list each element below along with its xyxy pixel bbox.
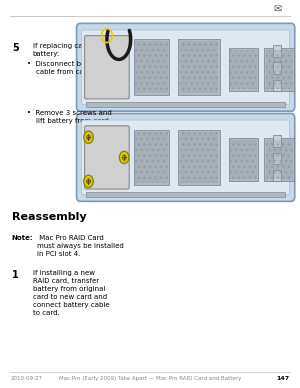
FancyBboxPatch shape xyxy=(134,130,169,185)
FancyBboxPatch shape xyxy=(82,120,290,195)
Circle shape xyxy=(122,155,126,160)
FancyBboxPatch shape xyxy=(180,42,218,93)
Text: •  Remove 3 screws and
    lift battery from card.: • Remove 3 screws and lift battery from … xyxy=(27,111,111,125)
Text: 2010-09-27: 2010-09-27 xyxy=(10,376,42,381)
Text: Mac Pro RAID Card
must always be installed
in PCI slot 4.: Mac Pro RAID Card must always be install… xyxy=(37,235,124,257)
Text: Reassembly: Reassembly xyxy=(12,212,86,222)
Circle shape xyxy=(86,135,91,140)
FancyBboxPatch shape xyxy=(266,140,293,180)
FancyBboxPatch shape xyxy=(178,130,220,185)
FancyBboxPatch shape xyxy=(273,135,281,147)
FancyBboxPatch shape xyxy=(86,192,285,197)
FancyBboxPatch shape xyxy=(229,138,259,182)
Circle shape xyxy=(86,179,91,184)
FancyBboxPatch shape xyxy=(134,40,169,95)
FancyBboxPatch shape xyxy=(178,40,220,95)
FancyBboxPatch shape xyxy=(273,152,281,164)
FancyBboxPatch shape xyxy=(76,114,295,201)
Circle shape xyxy=(84,175,93,187)
FancyBboxPatch shape xyxy=(273,170,281,182)
FancyBboxPatch shape xyxy=(86,102,285,107)
FancyBboxPatch shape xyxy=(85,36,129,99)
FancyBboxPatch shape xyxy=(82,30,290,105)
FancyBboxPatch shape xyxy=(230,50,257,89)
Circle shape xyxy=(119,151,129,164)
Text: 5: 5 xyxy=(12,43,19,53)
FancyBboxPatch shape xyxy=(264,138,294,182)
Text: If installing a new
RAID card, transfer
battery from original
card to new card a: If installing a new RAID card, transfer … xyxy=(33,270,109,315)
FancyBboxPatch shape xyxy=(230,140,257,180)
FancyBboxPatch shape xyxy=(85,126,129,189)
FancyBboxPatch shape xyxy=(273,45,281,57)
FancyBboxPatch shape xyxy=(264,48,294,91)
Text: 1: 1 xyxy=(12,270,19,280)
Text: If replacing card’s
battery:: If replacing card’s battery: xyxy=(33,43,95,57)
Circle shape xyxy=(84,131,93,144)
FancyBboxPatch shape xyxy=(266,50,293,89)
FancyBboxPatch shape xyxy=(76,23,295,111)
Text: •  Disconnect battery
    cable from card.: • Disconnect battery cable from card. xyxy=(27,61,102,74)
FancyBboxPatch shape xyxy=(273,62,281,74)
Text: Mac Pro (Early 2009) Take Apart — Mac Pro RAID Card and Battery: Mac Pro (Early 2009) Take Apart — Mac Pr… xyxy=(59,376,241,381)
FancyBboxPatch shape xyxy=(229,48,259,91)
Text: 147: 147 xyxy=(277,376,290,381)
FancyBboxPatch shape xyxy=(135,42,168,93)
Text: ✉: ✉ xyxy=(274,4,282,14)
FancyBboxPatch shape xyxy=(180,132,218,183)
Text: Note:: Note: xyxy=(12,235,33,241)
FancyBboxPatch shape xyxy=(135,132,168,183)
FancyBboxPatch shape xyxy=(273,80,281,91)
